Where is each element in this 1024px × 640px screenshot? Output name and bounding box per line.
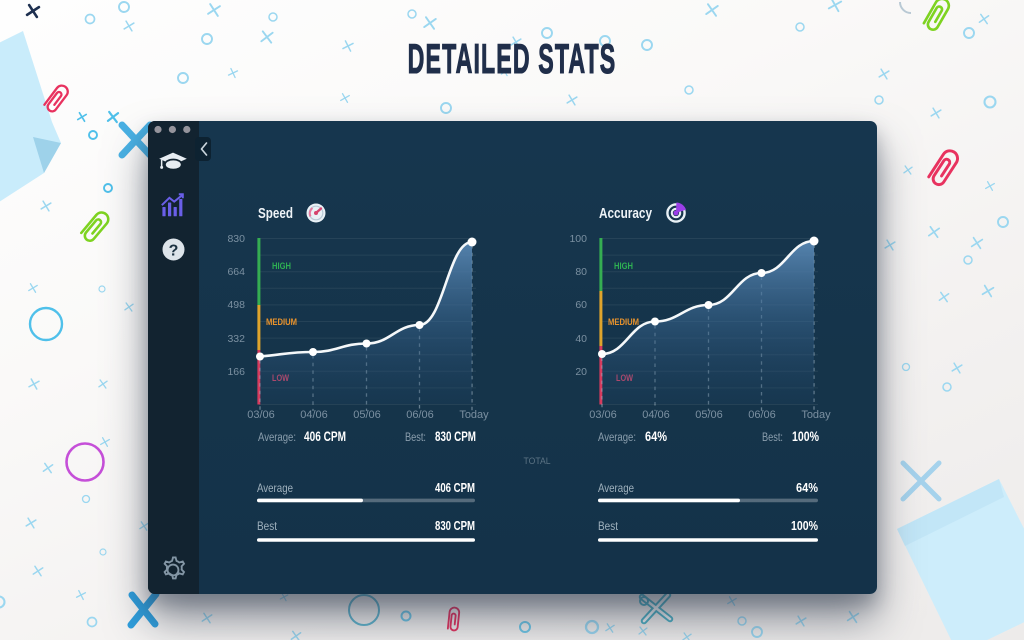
svg-text:332: 332 [227,333,245,345]
svg-text:830: 830 [227,233,245,245]
svg-text:05/06: 05/06 [695,409,723,421]
svg-text:830 CPM: 830 CPM [435,429,476,444]
svg-text:664: 664 [227,266,245,278]
svg-text:80: 80 [575,266,587,278]
svg-text:Best:: Best: [405,432,426,444]
svg-text:Average: Average [598,481,634,495]
svg-text:830 CPM: 830 CPM [435,519,475,533]
svg-text:Today: Today [801,409,831,421]
svg-text:498: 498 [227,299,245,311]
svg-text:40: 40 [575,333,587,345]
svg-text:100: 100 [569,233,587,245]
svg-text:03/06: 03/06 [247,409,275,421]
svg-text:64%: 64% [645,429,667,444]
svg-text:166: 166 [227,366,245,378]
svg-text:04/06: 04/06 [642,409,670,421]
svg-text:06/06: 06/06 [748,409,776,421]
svg-text:64%: 64% [796,481,818,495]
svg-text:Average: Average [257,481,293,495]
svg-text:406 CPM: 406 CPM [304,429,346,444]
svg-text:Best:: Best: [762,432,783,444]
svg-text:?: ? [169,243,179,260]
svg-text:Best: Best [598,519,619,533]
svg-text:04/06: 04/06 [300,409,328,421]
svg-text:100%: 100% [791,519,818,533]
svg-text:HIGH: HIGH [614,261,633,272]
svg-text:HIGH: HIGH [272,261,291,272]
svg-text:100%: 100% [792,429,819,444]
svg-text:Best: Best [257,519,278,533]
svg-text:TOTAL: TOTAL [524,456,551,467]
svg-text:MEDIUM: MEDIUM [608,317,639,328]
svg-text:Today: Today [459,409,489,421]
svg-text:05/06: 05/06 [353,409,381,421]
svg-text:60: 60 [575,299,587,311]
svg-text:406 CPM: 406 CPM [435,481,475,495]
svg-text:Accuracy: Accuracy [599,205,653,222]
svg-text:Speed: Speed [258,205,293,222]
svg-text:06/06: 06/06 [406,409,434,421]
svg-text:20: 20 [575,366,587,378]
svg-text:Average:: Average: [598,432,636,444]
svg-text:MEDIUM: MEDIUM [266,317,297,328]
svg-text:Average:: Average: [258,432,296,444]
svg-text:03/06: 03/06 [589,409,617,421]
